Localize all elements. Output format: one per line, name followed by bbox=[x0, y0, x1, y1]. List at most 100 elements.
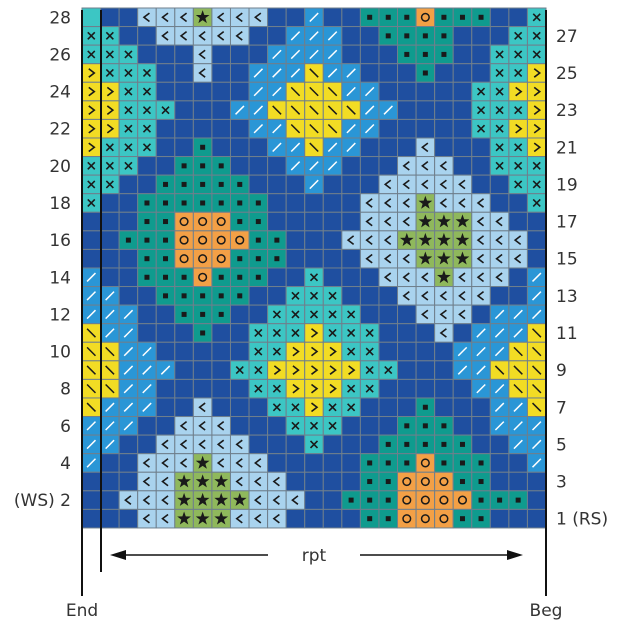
chart-cell bbox=[434, 323, 454, 343]
chart-cell bbox=[359, 81, 380, 102]
chart-cell bbox=[174, 7, 194, 28]
chart-cell bbox=[378, 137, 399, 158]
chart-cell bbox=[174, 304, 194, 325]
backslash-icon bbox=[531, 365, 542, 375]
chart-cell bbox=[489, 156, 510, 176]
bobble-icon bbox=[459, 14, 465, 20]
decrease-right-icon bbox=[533, 68, 542, 78]
chart-cell bbox=[174, 360, 194, 380]
cross-icon bbox=[309, 440, 319, 449]
chart-cell bbox=[378, 63, 399, 83]
chart-cell bbox=[137, 81, 157, 102]
chart-cell bbox=[397, 100, 417, 120]
chart-cell bbox=[192, 26, 213, 46]
chart-cell bbox=[322, 63, 343, 83]
cross-icon bbox=[254, 328, 263, 338]
chart-cell bbox=[137, 193, 157, 213]
slash-icon bbox=[105, 328, 115, 338]
cross-icon bbox=[365, 366, 374, 375]
chart-cell bbox=[359, 267, 380, 288]
chart-cell bbox=[489, 211, 510, 232]
bobble-icon bbox=[422, 33, 428, 39]
cross-icon bbox=[532, 198, 541, 208]
chart-cell bbox=[248, 490, 269, 510]
chart-cell bbox=[397, 230, 417, 250]
chart-cell bbox=[248, 360, 269, 380]
decrease-left-icon bbox=[513, 235, 522, 245]
bobble-icon bbox=[515, 497, 521, 503]
chart-cell bbox=[211, 304, 231, 325]
chart-cell bbox=[100, 63, 120, 83]
chart-cell bbox=[452, 174, 473, 195]
chart-cell bbox=[285, 490, 306, 510]
bobble-icon bbox=[255, 274, 261, 280]
bobble-icon bbox=[478, 460, 484, 466]
slash-icon bbox=[494, 309, 505, 320]
chart-cell bbox=[434, 26, 454, 46]
circle-icon bbox=[402, 476, 412, 487]
chart-cell bbox=[322, 248, 343, 269]
chart-cell bbox=[397, 323, 417, 343]
chart-cell bbox=[322, 156, 343, 176]
arrow-right-icon bbox=[507, 550, 523, 560]
cross-icon bbox=[495, 124, 504, 133]
chart-cell bbox=[489, 7, 510, 28]
chart-cell bbox=[434, 416, 454, 436]
slash-icon bbox=[383, 105, 393, 115]
chart-cell bbox=[100, 44, 120, 65]
chart-cell bbox=[304, 211, 324, 232]
chart-cell bbox=[471, 174, 491, 195]
chart-cell bbox=[81, 434, 102, 455]
chart-cell bbox=[526, 397, 547, 418]
cross-icon bbox=[291, 328, 300, 338]
cross-icon bbox=[87, 50, 96, 59]
cross-icon bbox=[495, 68, 504, 78]
chart-cell bbox=[174, 508, 194, 529]
chart-cell bbox=[137, 434, 157, 455]
bobble-icon bbox=[200, 144, 206, 150]
chart-cell bbox=[304, 360, 324, 380]
chart-cell bbox=[285, 434, 306, 455]
chart-cell bbox=[118, 193, 139, 213]
backslash-icon bbox=[531, 328, 542, 338]
chart-cell bbox=[118, 416, 139, 436]
cross-icon bbox=[365, 347, 374, 356]
chart-cell bbox=[434, 248, 454, 269]
decrease-left-icon bbox=[365, 235, 373, 245]
chart-cell bbox=[81, 286, 102, 306]
row-label-left: 10 bbox=[49, 343, 71, 363]
chart-cell bbox=[341, 471, 361, 492]
chart-cell bbox=[415, 416, 436, 436]
chart-cell bbox=[434, 137, 454, 158]
chart-cell bbox=[415, 137, 436, 158]
chart-cell bbox=[248, 156, 269, 176]
chart-cell bbox=[137, 341, 157, 362]
chart-cell bbox=[137, 304, 157, 325]
chart-cell bbox=[489, 360, 510, 380]
chart-cell bbox=[526, 471, 547, 492]
chart-cell bbox=[322, 81, 343, 102]
cross-icon bbox=[142, 143, 152, 152]
chart-cell bbox=[341, 453, 361, 473]
chart-cell bbox=[267, 267, 287, 288]
chart-cell bbox=[118, 118, 139, 139]
chart-cell bbox=[341, 156, 361, 176]
chart-cell bbox=[137, 508, 157, 529]
decrease-left-icon bbox=[142, 513, 150, 524]
chart-cell bbox=[118, 304, 139, 325]
chart-cell bbox=[397, 137, 417, 158]
chart-cell bbox=[304, 267, 324, 288]
bobble-icon bbox=[255, 256, 261, 262]
star-icon bbox=[399, 232, 414, 246]
chart-cell bbox=[434, 453, 454, 473]
row-label-left: 24 bbox=[49, 83, 71, 103]
chart-cell bbox=[192, 434, 213, 455]
chart-cell bbox=[452, 267, 473, 288]
slash-icon bbox=[105, 439, 115, 450]
chart-cell bbox=[118, 267, 139, 288]
bobble-icon bbox=[422, 51, 428, 57]
decrease-left-icon bbox=[421, 142, 429, 153]
bobble-icon bbox=[385, 460, 391, 466]
backslash-icon bbox=[86, 383, 97, 394]
chart-cell bbox=[378, 100, 399, 120]
